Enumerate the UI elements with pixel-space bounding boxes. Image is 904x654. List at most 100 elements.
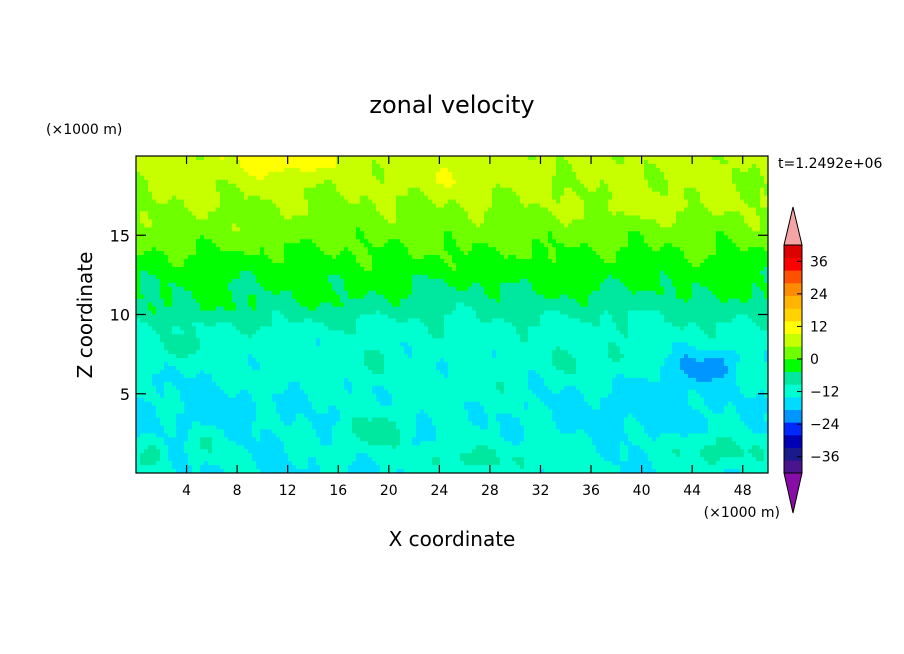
field-cell — [176, 425, 193, 431]
field-cell — [688, 389, 697, 395]
field-cell — [336, 405, 465, 411]
field-cell — [136, 362, 165, 367]
field-cell — [308, 417, 341, 423]
field-cell — [764, 266, 768, 272]
field-cell — [412, 278, 445, 284]
field-cell — [356, 322, 425, 327]
field-cell — [564, 187, 573, 193]
field-cell — [148, 445, 157, 450]
field-cell — [324, 251, 341, 256]
field-cell — [136, 191, 153, 197]
field-cell — [136, 377, 153, 383]
field-cell — [444, 235, 453, 240]
field-cell — [136, 381, 153, 387]
field-cell — [640, 421, 709, 427]
field-cell — [404, 346, 413, 351]
field-cell — [428, 326, 445, 331]
field-cell — [560, 219, 573, 224]
field-cell — [156, 389, 165, 395]
field-cell — [156, 445, 169, 450]
field-cell — [152, 310, 157, 316]
field-cell — [204, 369, 373, 375]
x-tick-label: 16 — [329, 483, 347, 499]
field-cell — [136, 457, 141, 462]
field-cell — [432, 457, 441, 462]
field-cell — [272, 429, 317, 434]
field-cell — [484, 286, 501, 292]
field-cell — [644, 167, 661, 173]
field-cell — [616, 159, 625, 165]
field-cell — [460, 457, 501, 462]
field-cell — [456, 306, 473, 312]
field-cell — [592, 322, 601, 327]
field-cell — [436, 362, 449, 367]
field-cell — [220, 191, 245, 197]
field-cell — [440, 369, 449, 375]
field-cell — [652, 461, 709, 466]
field-cell — [272, 397, 309, 403]
field-cell — [532, 247, 549, 252]
field-cell — [444, 373, 449, 379]
field-cell — [256, 175, 265, 181]
field-cell — [616, 259, 689, 264]
field-cell — [624, 417, 637, 423]
field-cell — [316, 457, 357, 462]
field-cell — [708, 405, 725, 411]
field-cell — [532, 282, 601, 288]
field-cell — [612, 274, 661, 280]
field-cell — [336, 156, 529, 161]
field-cell — [216, 207, 281, 213]
field-cell — [272, 199, 309, 205]
field-cell — [364, 354, 385, 359]
field-cell — [320, 342, 401, 347]
field-cell — [712, 409, 725, 415]
field-cell — [556, 259, 605, 264]
field-cell — [608, 310, 629, 316]
field-cell — [136, 239, 197, 244]
field-cell — [392, 302, 401, 308]
colorbar-tick-label: 36 — [810, 254, 828, 270]
field-cell — [760, 219, 768, 224]
field-cell — [284, 259, 357, 264]
field-cell — [764, 449, 768, 454]
field-cell — [620, 469, 657, 473]
field-cell — [528, 401, 545, 407]
field-cell — [240, 330, 257, 335]
field-cell — [140, 461, 157, 466]
field-cell — [256, 278, 329, 284]
field-cell — [376, 310, 381, 316]
field-cell — [284, 167, 301, 173]
field-cell — [252, 334, 433, 339]
field-cell — [220, 247, 261, 252]
field-cell — [380, 310, 453, 316]
field-cell — [436, 425, 481, 431]
field-cell — [396, 421, 417, 427]
field-cell — [472, 282, 481, 288]
x-axis-label: X coordinate — [389, 527, 516, 551]
field-cell — [576, 385, 613, 391]
field-cell — [452, 235, 549, 240]
field-cell — [136, 429, 165, 434]
field-cell — [136, 461, 141, 466]
field-cell — [136, 358, 249, 363]
field-cell — [584, 393, 609, 399]
field-cell — [736, 409, 768, 415]
field-cell — [688, 401, 705, 407]
field-cell — [256, 413, 281, 419]
field-cell — [436, 366, 449, 371]
field-cell — [524, 465, 621, 470]
field-cell — [616, 342, 673, 347]
field-cell — [508, 255, 517, 260]
field-cell — [304, 413, 341, 419]
field-cell — [708, 425, 749, 431]
field-cell — [168, 449, 185, 454]
field-cell — [584, 211, 613, 217]
field-cell — [248, 298, 257, 304]
field-cell — [764, 179, 768, 185]
field-cell — [676, 286, 693, 292]
field-cell — [436, 171, 453, 177]
field-cell — [688, 433, 768, 438]
colorbar-segment — [784, 435, 802, 448]
field-cell — [660, 274, 669, 280]
field-cell — [136, 203, 185, 209]
